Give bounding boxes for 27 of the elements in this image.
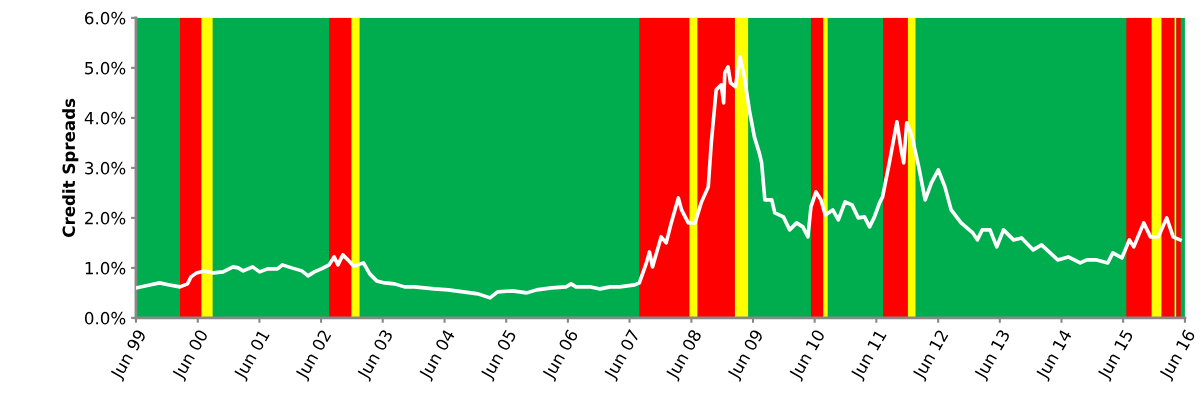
x-tick-label: Jun 99 — [109, 328, 150, 382]
x-tick-label: Jun 10 — [788, 328, 828, 382]
x-tick-label: Jun 12 — [911, 329, 952, 382]
x-tick-label: Jun 09 — [726, 328, 767, 382]
x-tick-label: Jun 00 — [171, 328, 212, 382]
y-tick-label: 5.0% — [85, 61, 126, 75]
line-series — [135, 55, 1182, 300]
x-tick-label: Jun 11 — [850, 329, 890, 382]
y-tick-label: 6.0% — [85, 11, 126, 25]
y-axis-title: Credit Spreads — [62, 98, 79, 237]
y-tick-label: 3.0% — [85, 161, 126, 175]
x-tick-label: Jun 16 — [1158, 328, 1199, 382]
y-tick-label: 4.0% — [84, 111, 126, 125]
x-tick-label: Jun 01 — [232, 329, 273, 382]
x-tick-label: Jun 05 — [479, 329, 520, 382]
x-tick-label: Jun 04 — [418, 328, 458, 382]
x-tick-label: Jun 14 — [1035, 328, 1075, 382]
x-tick-label: Jun 02 — [294, 329, 335, 382]
x-tick-label: Jun 08 — [664, 328, 705, 382]
x-tick-label: Jun 07 — [603, 329, 643, 382]
y-tick-label: 2.0% — [85, 211, 126, 225]
x-tick-label: Jun 03 — [356, 328, 396, 382]
y-tick-label: 1.0% — [85, 261, 126, 275]
x-tick-label: Jun 06 — [541, 328, 582, 382]
x-tick-label: Jun 13 — [973, 328, 1013, 382]
x-tick-label: Jun 15 — [1096, 329, 1137, 382]
y-tick-label: 0.0% — [84, 311, 126, 325]
